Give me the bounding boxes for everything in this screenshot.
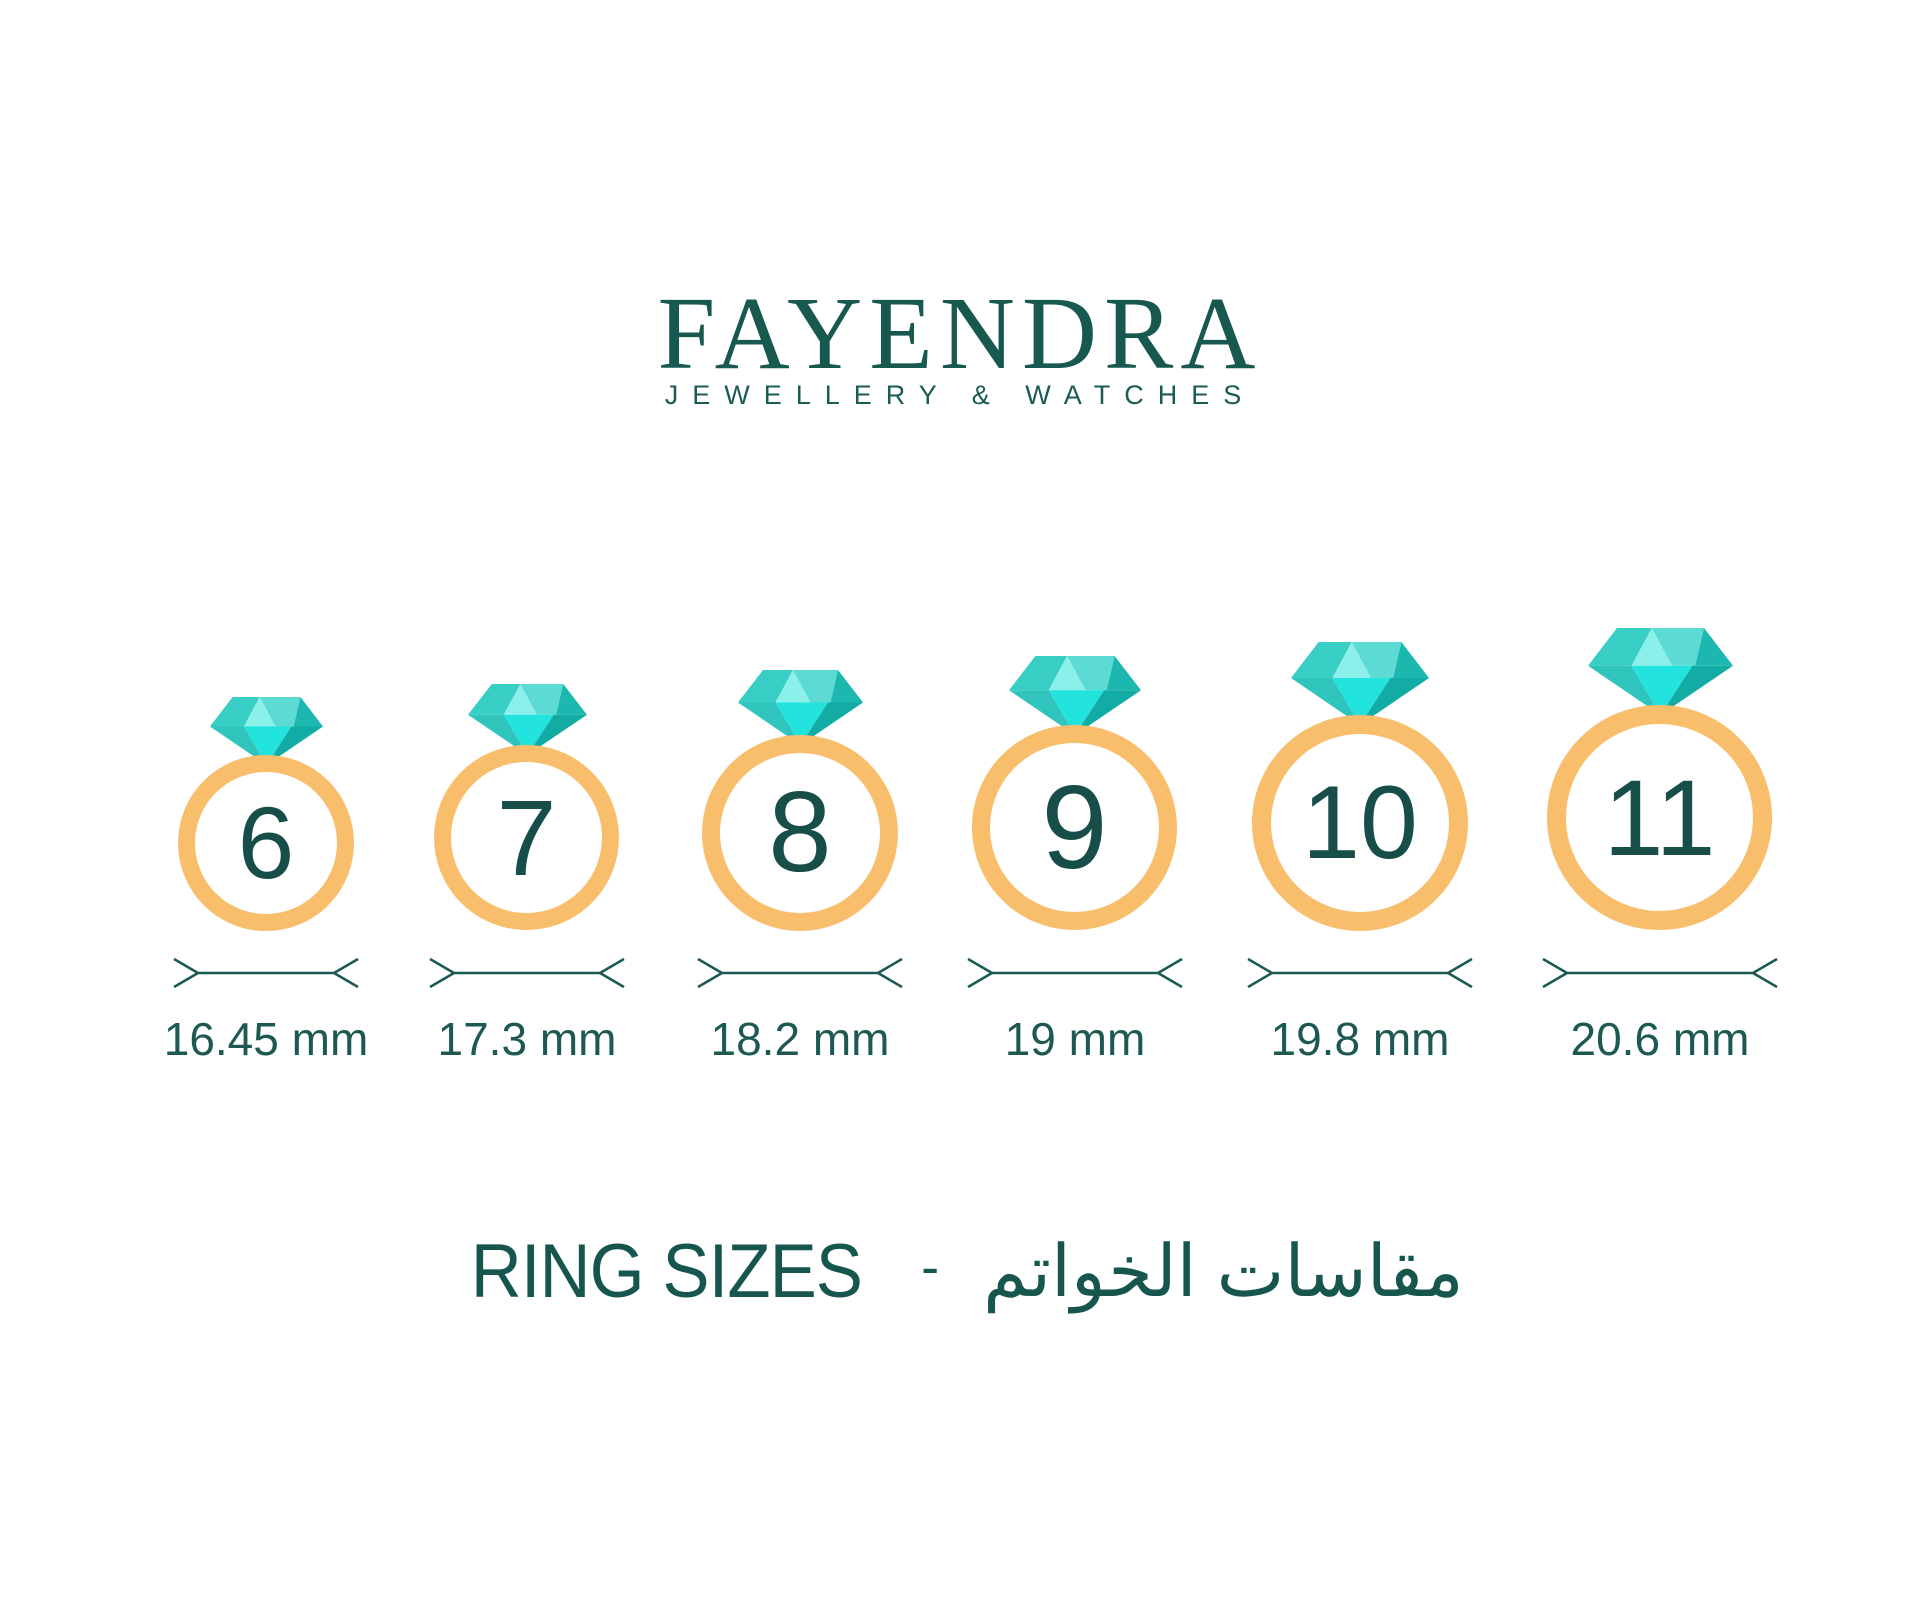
diameter-label: 18.2 mm (710, 1013, 890, 1065)
chart-title-arabic: مقاسات الخواتم (983, 1232, 1464, 1312)
ring-item: 10 19.8 mm (1212, 0, 1508, 1100)
dimension-arrow-icon (967, 957, 1183, 989)
ring-size-number: 8 (768, 769, 832, 896)
dimension-arrow-icon (429, 957, 625, 989)
brand-logo-text: FAYENDRA (657, 276, 1263, 391)
ring-size-number: 7 (496, 776, 557, 898)
brand-tagline: JEWELLERY & WATCHES (664, 380, 1256, 410)
dimension-arrow-icon (1542, 957, 1778, 989)
ring-band: 9 (972, 725, 1177, 930)
diameter-label: 16.45 mm (163, 1013, 369, 1065)
ring-size-number: 10 (1302, 765, 1418, 881)
ring-band: 6 (178, 755, 354, 931)
diamond-icon (737, 670, 863, 745)
dimension-arrow-icon (697, 957, 903, 989)
chart-title: RING SIZES - مقاسات الخواتم (0, 1234, 1920, 1310)
diamond-icon (467, 684, 587, 755)
chart-title-english: RING SIZES (471, 1229, 863, 1314)
diameter-label: 17.3 mm (437, 1013, 617, 1065)
ring-size-number: 9 (1041, 761, 1108, 894)
chart-title-separator: - (921, 1237, 940, 1297)
ring-size-chart: 6 16.45 mm 7 17.3 mm 8 18.2 mm 9 19 mm 1… (138, 0, 1813, 1100)
ring-item: 7 17.3 mm (394, 0, 660, 1100)
diameter-label: 20.6 mm (1570, 1013, 1750, 1065)
dimension-arrow-icon (1247, 957, 1473, 989)
diameter-label: 19 mm (1004, 1013, 1146, 1065)
diamond-icon (1291, 642, 1429, 725)
ring-item: 11 20.6 mm (1507, 0, 1813, 1100)
ring-band: 8 (702, 735, 898, 931)
ring-band: 7 (434, 745, 619, 930)
dimension-arrow-icon (173, 957, 359, 989)
ring-item: 6 16.45 mm (138, 0, 394, 1100)
ring-size-number: 6 (237, 786, 295, 900)
ring-item: 8 18.2 mm (662, 0, 938, 1100)
ring-band: 11 (1547, 705, 1772, 930)
diamond-icon (1587, 628, 1733, 715)
ring-item: 9 19 mm (932, 0, 1218, 1100)
ring-band: 10 (1252, 715, 1468, 931)
diameter-label: 19.8 mm (1270, 1013, 1450, 1065)
ring-size-number: 11 (1603, 756, 1716, 878)
diamond-icon (1009, 656, 1141, 735)
